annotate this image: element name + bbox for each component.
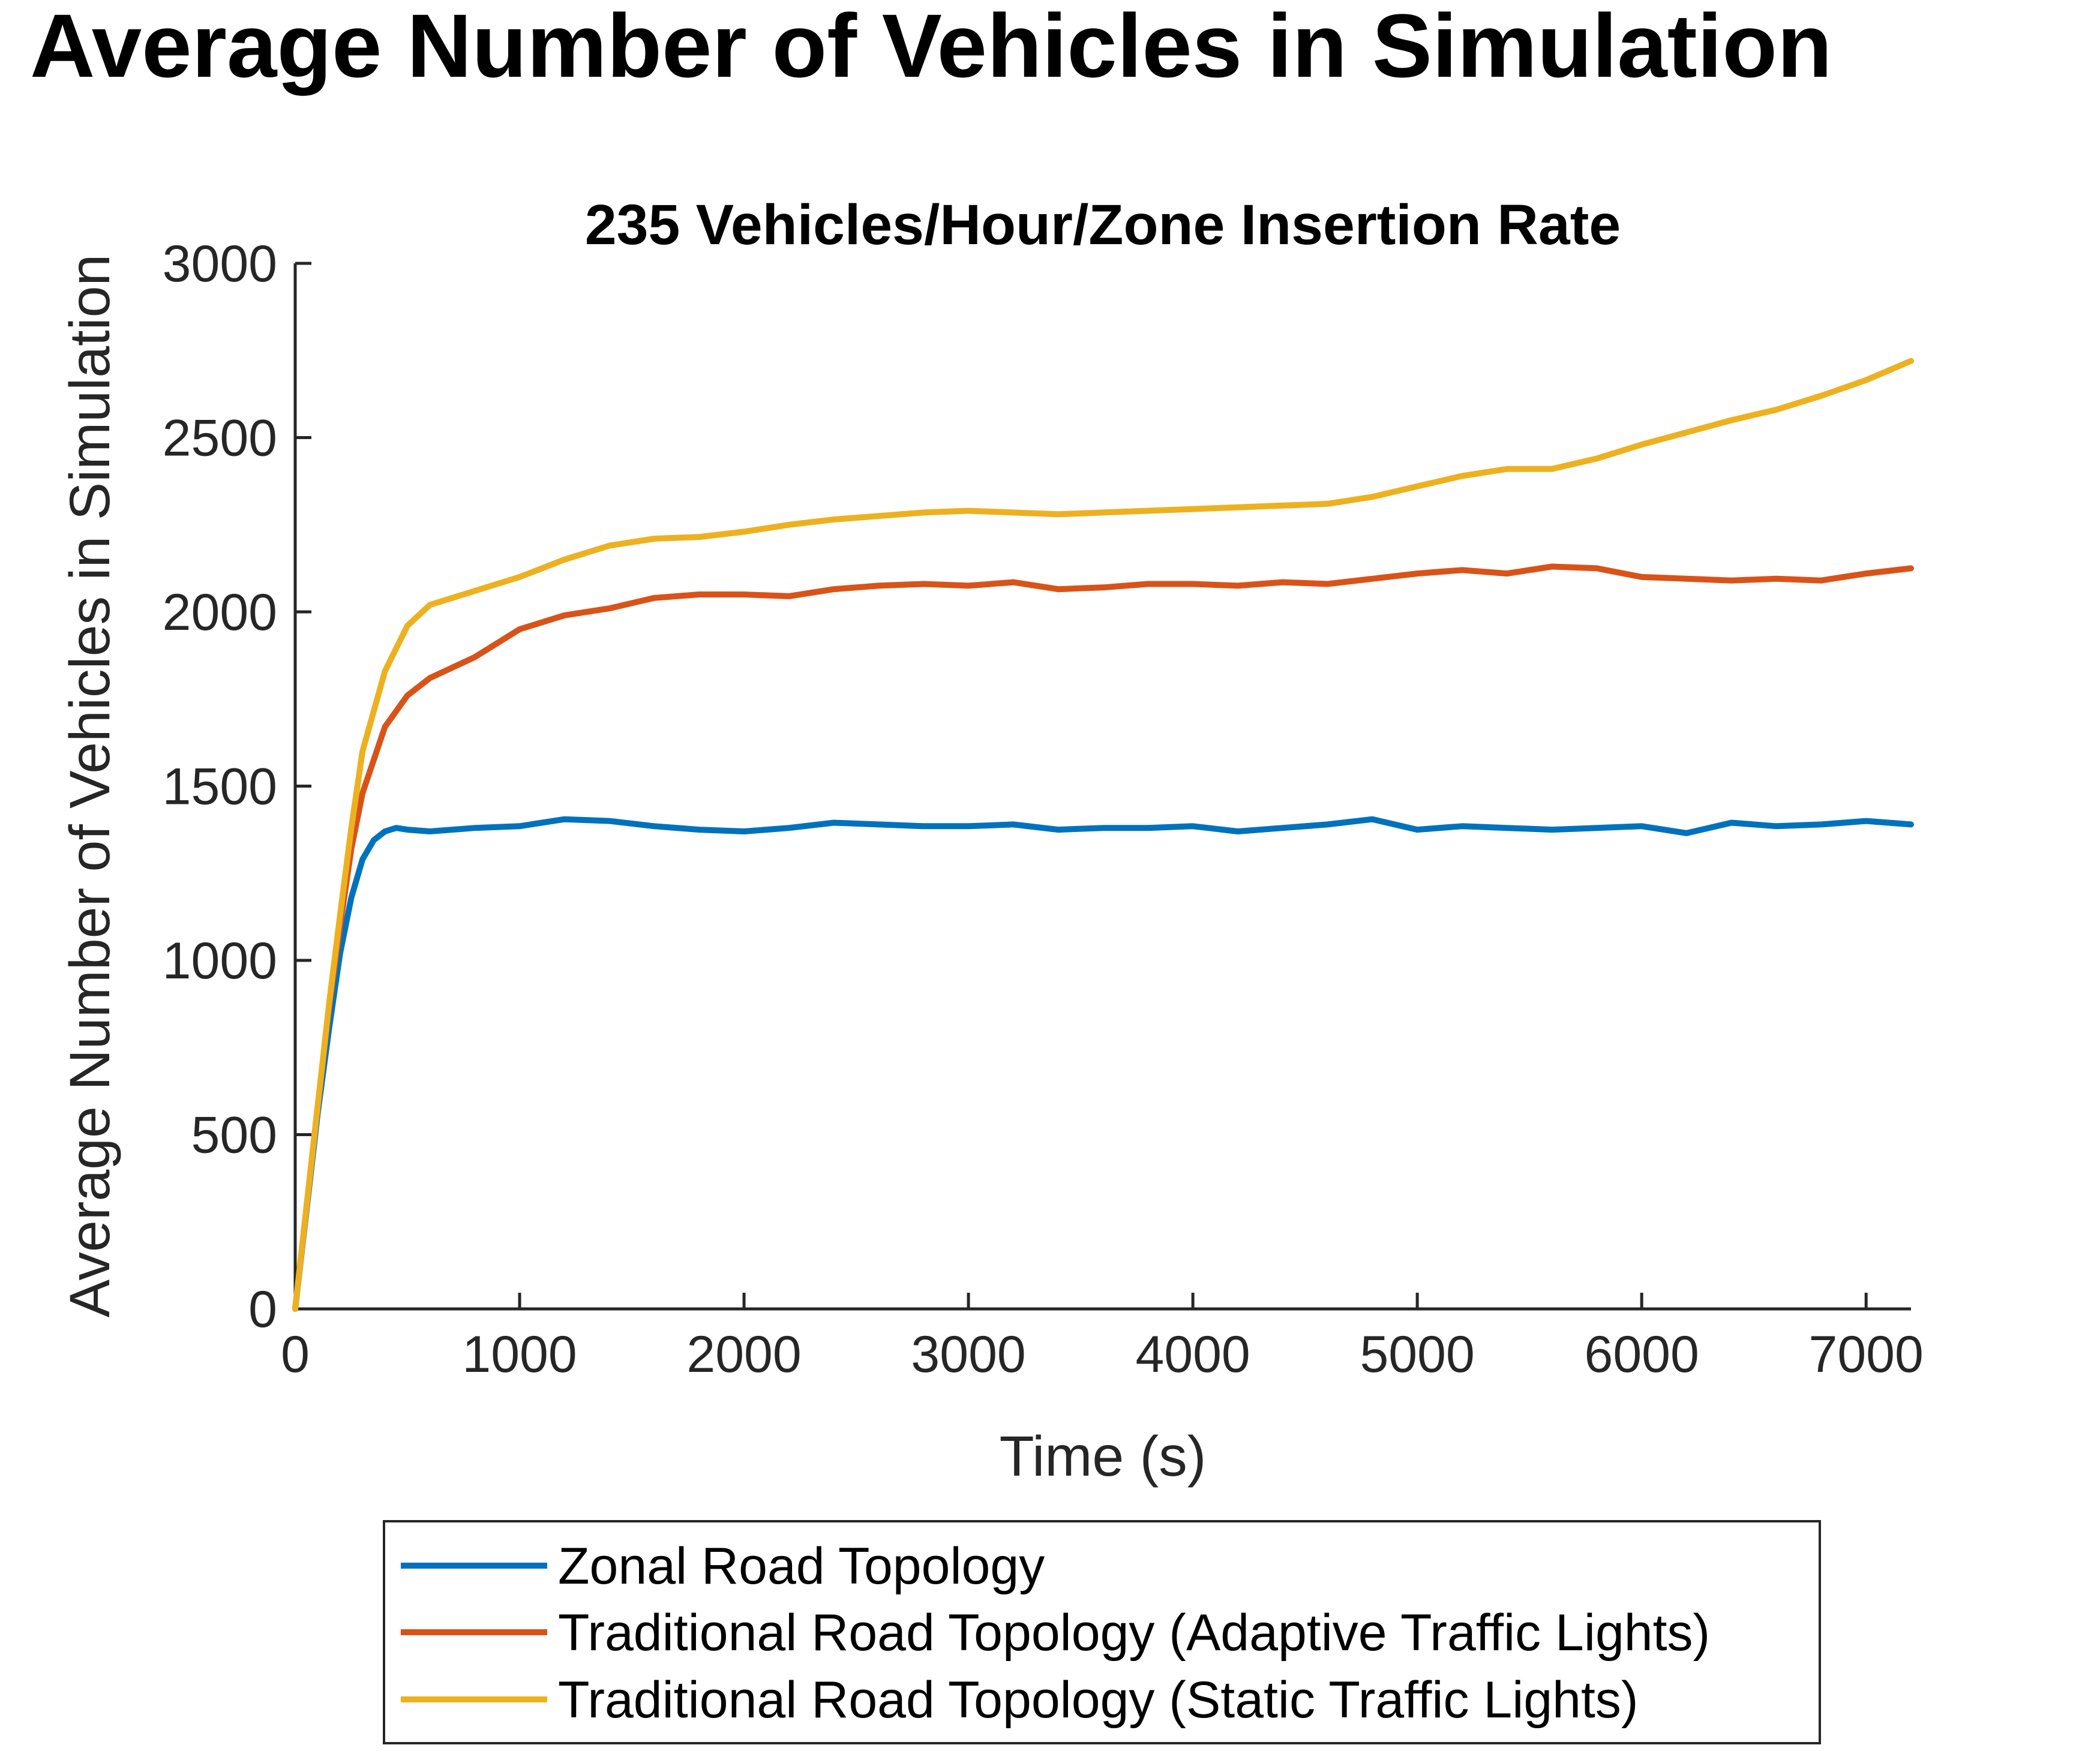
series-line-adaptive [292, 563, 1914, 1312]
y-tick-label: 2000 [163, 584, 277, 641]
y-tick-label: 1000 [163, 932, 277, 990]
y-tick-label: 1500 [163, 758, 277, 816]
y-tick-label: 500 [191, 1107, 278, 1164]
y-axis-label: Average Number of Vehicles in Simulation [58, 254, 122, 1318]
y-tick-label: 2500 [163, 410, 277, 467]
y-tick-label: 3000 [163, 235, 277, 293]
y-axis-ticks: 0 500 1000 1500 2000 2500 3000 [163, 235, 311, 1338]
legend-label-static: Traditional Road Topology (Static Traffi… [558, 1671, 1639, 1729]
x-tick-label: 3000 [911, 1326, 1025, 1383]
legend-box [383, 1520, 1821, 1744]
x-tick-label: 1000 [462, 1326, 577, 1383]
chart-title: 235 Vehicles/Hour/Zone Insertion Rate [585, 193, 1621, 257]
y-tick-label: 0 [248, 1281, 277, 1338]
x-axis-ticks: 0 1000 2000 3000 4000 5000 6000 7000 [281, 1293, 1924, 1383]
legend-label-zonal: Zonal Road Topology [558, 1537, 1045, 1595]
x-tick-label: 7000 [1809, 1326, 1924, 1383]
x-tick-label: 6000 [1585, 1326, 1699, 1383]
legend-label-adaptive: Traditional Road Topology (Adaptive Traf… [558, 1604, 1710, 1662]
series-line-zonal [292, 816, 1914, 1312]
series-layer [292, 358, 1914, 1312]
page-title: Average Number of Vehicles in Simulation [30, 0, 1832, 96]
x-tick-label: 5000 [1360, 1326, 1474, 1383]
legend: Zonal Road Topology Traditional Road Top… [383, 1520, 1821, 1744]
x-tick-label: 4000 [1135, 1326, 1250, 1383]
x-tick-label: 2000 [686, 1326, 801, 1383]
series-line-static [292, 358, 1914, 1312]
x-tick-label: 0 [281, 1326, 310, 1383]
x-axis-label: Time (s) [1000, 1425, 1207, 1488]
